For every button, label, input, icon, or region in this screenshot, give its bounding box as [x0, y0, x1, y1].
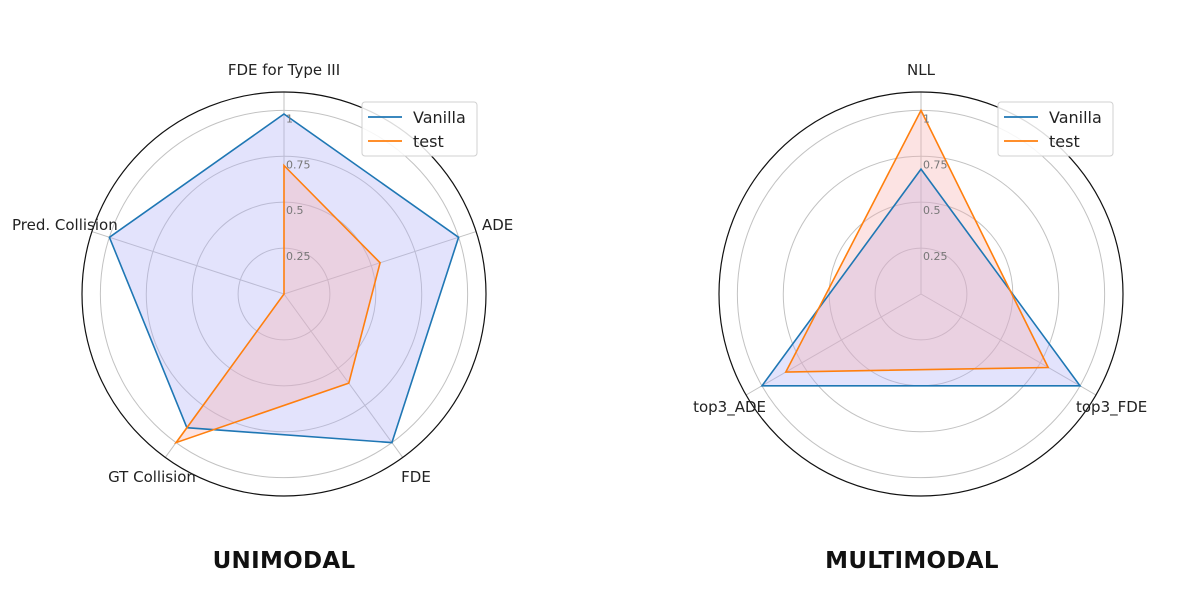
radial-tick-label: 1: [923, 112, 930, 125]
series-line-vanilla: [108, 113, 460, 444]
legend-box: [361, 101, 478, 157]
radial-tick-label: 0.5: [286, 204, 304, 217]
multimodal-caption: MULTIMODAL: [825, 548, 999, 574]
axis-spoke: [920, 293, 1097, 396]
unimodal-radar-chart: 0.25 0.5 0.75 1 FDE for Type III ADE FDE GT Col…: [12, 61, 513, 497]
axis-label-nll: NLL: [907, 61, 936, 79]
radial-tick-label: 0.75: [923, 158, 948, 171]
outer-frame: [718, 91, 1124, 497]
series-line-test: [173, 163, 381, 445]
axis-spoke: [283, 293, 404, 458]
axis-label-gt-collision: GT Collision: [108, 468, 196, 486]
axis-spoke: [745, 293, 922, 396]
series-area-vanilla: [762, 169, 1080, 386]
legend-box: [997, 101, 1114, 157]
axis-label-ade: ADE: [482, 216, 513, 234]
axis-label-fde: FDE: [401, 468, 431, 486]
series-line-vanilla: [760, 167, 1082, 387]
outer-frame: [81, 91, 487, 497]
radial-tick-label: 0.25: [923, 250, 948, 263]
legend: Vanilla test: [997, 101, 1114, 157]
legend-label-test: test: [413, 132, 444, 151]
axis-label-top3-ade: top3_ADE: [693, 398, 766, 417]
radial-tick-label: 0.25: [286, 250, 311, 263]
legend: Vanilla test: [361, 101, 478, 157]
radial-tick-label: 0.75: [286, 158, 311, 171]
axis-label-fde-for-type-iii: FDE for Type III: [228, 61, 340, 79]
radial-tick-label: 0.5: [923, 204, 941, 217]
multimodal-radar-chart: 0.25 0.5 0.75 1 NLL top3_FDE top3_ADE Vanilla te…: [693, 61, 1147, 497]
radial-tick-label: 1: [286, 112, 293, 125]
legend-label-vanilla: Vanilla: [1049, 108, 1102, 127]
axis-label-pred-collision: Pred. Collision: [12, 216, 118, 234]
series-area-test: [785, 110, 1049, 373]
legend-label-vanilla: Vanilla: [413, 108, 466, 127]
axis-label-top3-fde: top3_FDE: [1076, 398, 1147, 417]
legend-label-test: test: [1049, 132, 1080, 151]
unimodal-caption: UNIMODAL: [212, 548, 356, 574]
series-line-test: [784, 108, 1050, 373]
axis-spoke: [91, 231, 285, 295]
